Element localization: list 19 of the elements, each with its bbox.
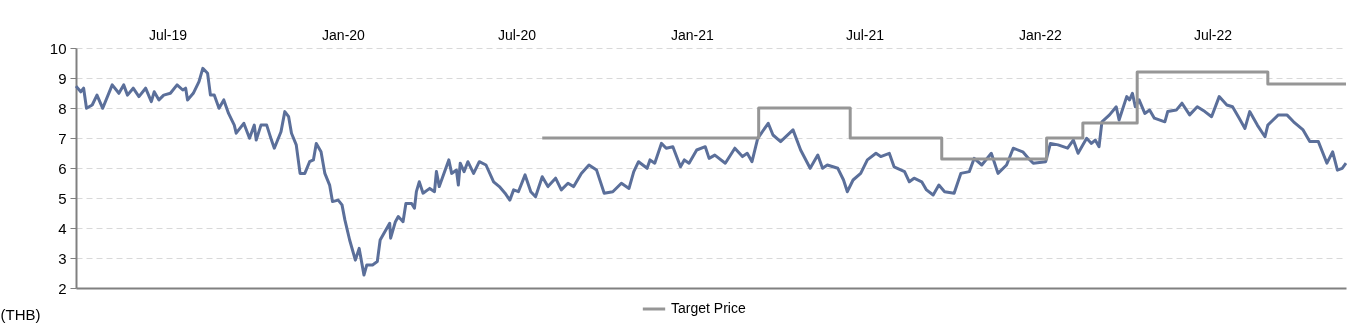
y-tick-label: 10 — [49, 39, 67, 57]
y-tick-label: 2 — [58, 279, 67, 297]
y-tick-label: 9 — [58, 69, 67, 87]
x-tick-label: Jul-22 — [1193, 26, 1233, 43]
x-tick-label: Jul-21 — [845, 26, 885, 43]
y-tick-label: 6 — [58, 159, 67, 177]
x-tick-label: Jan-21 — [671, 26, 715, 43]
x-tick-label: Jul-19 — [148, 26, 188, 43]
x-tick-label: Jan-22 — [1019, 26, 1063, 43]
x-tick-label: Jan-20 — [322, 26, 366, 43]
y-tick-label: 5 — [58, 189, 67, 207]
y-tick-label: 3 — [58, 249, 67, 267]
y-axis-title: (THB) — [0, 305, 41, 323]
y-tick-label: 7 — [58, 129, 67, 147]
x-tick-label: Jul-20 — [497, 26, 537, 43]
y-tick-label: 8 — [58, 99, 67, 117]
legend-label: Target Price — [671, 300, 746, 316]
y-tick-label: 4 — [58, 219, 67, 237]
line-series — [74, 66, 1348, 277]
